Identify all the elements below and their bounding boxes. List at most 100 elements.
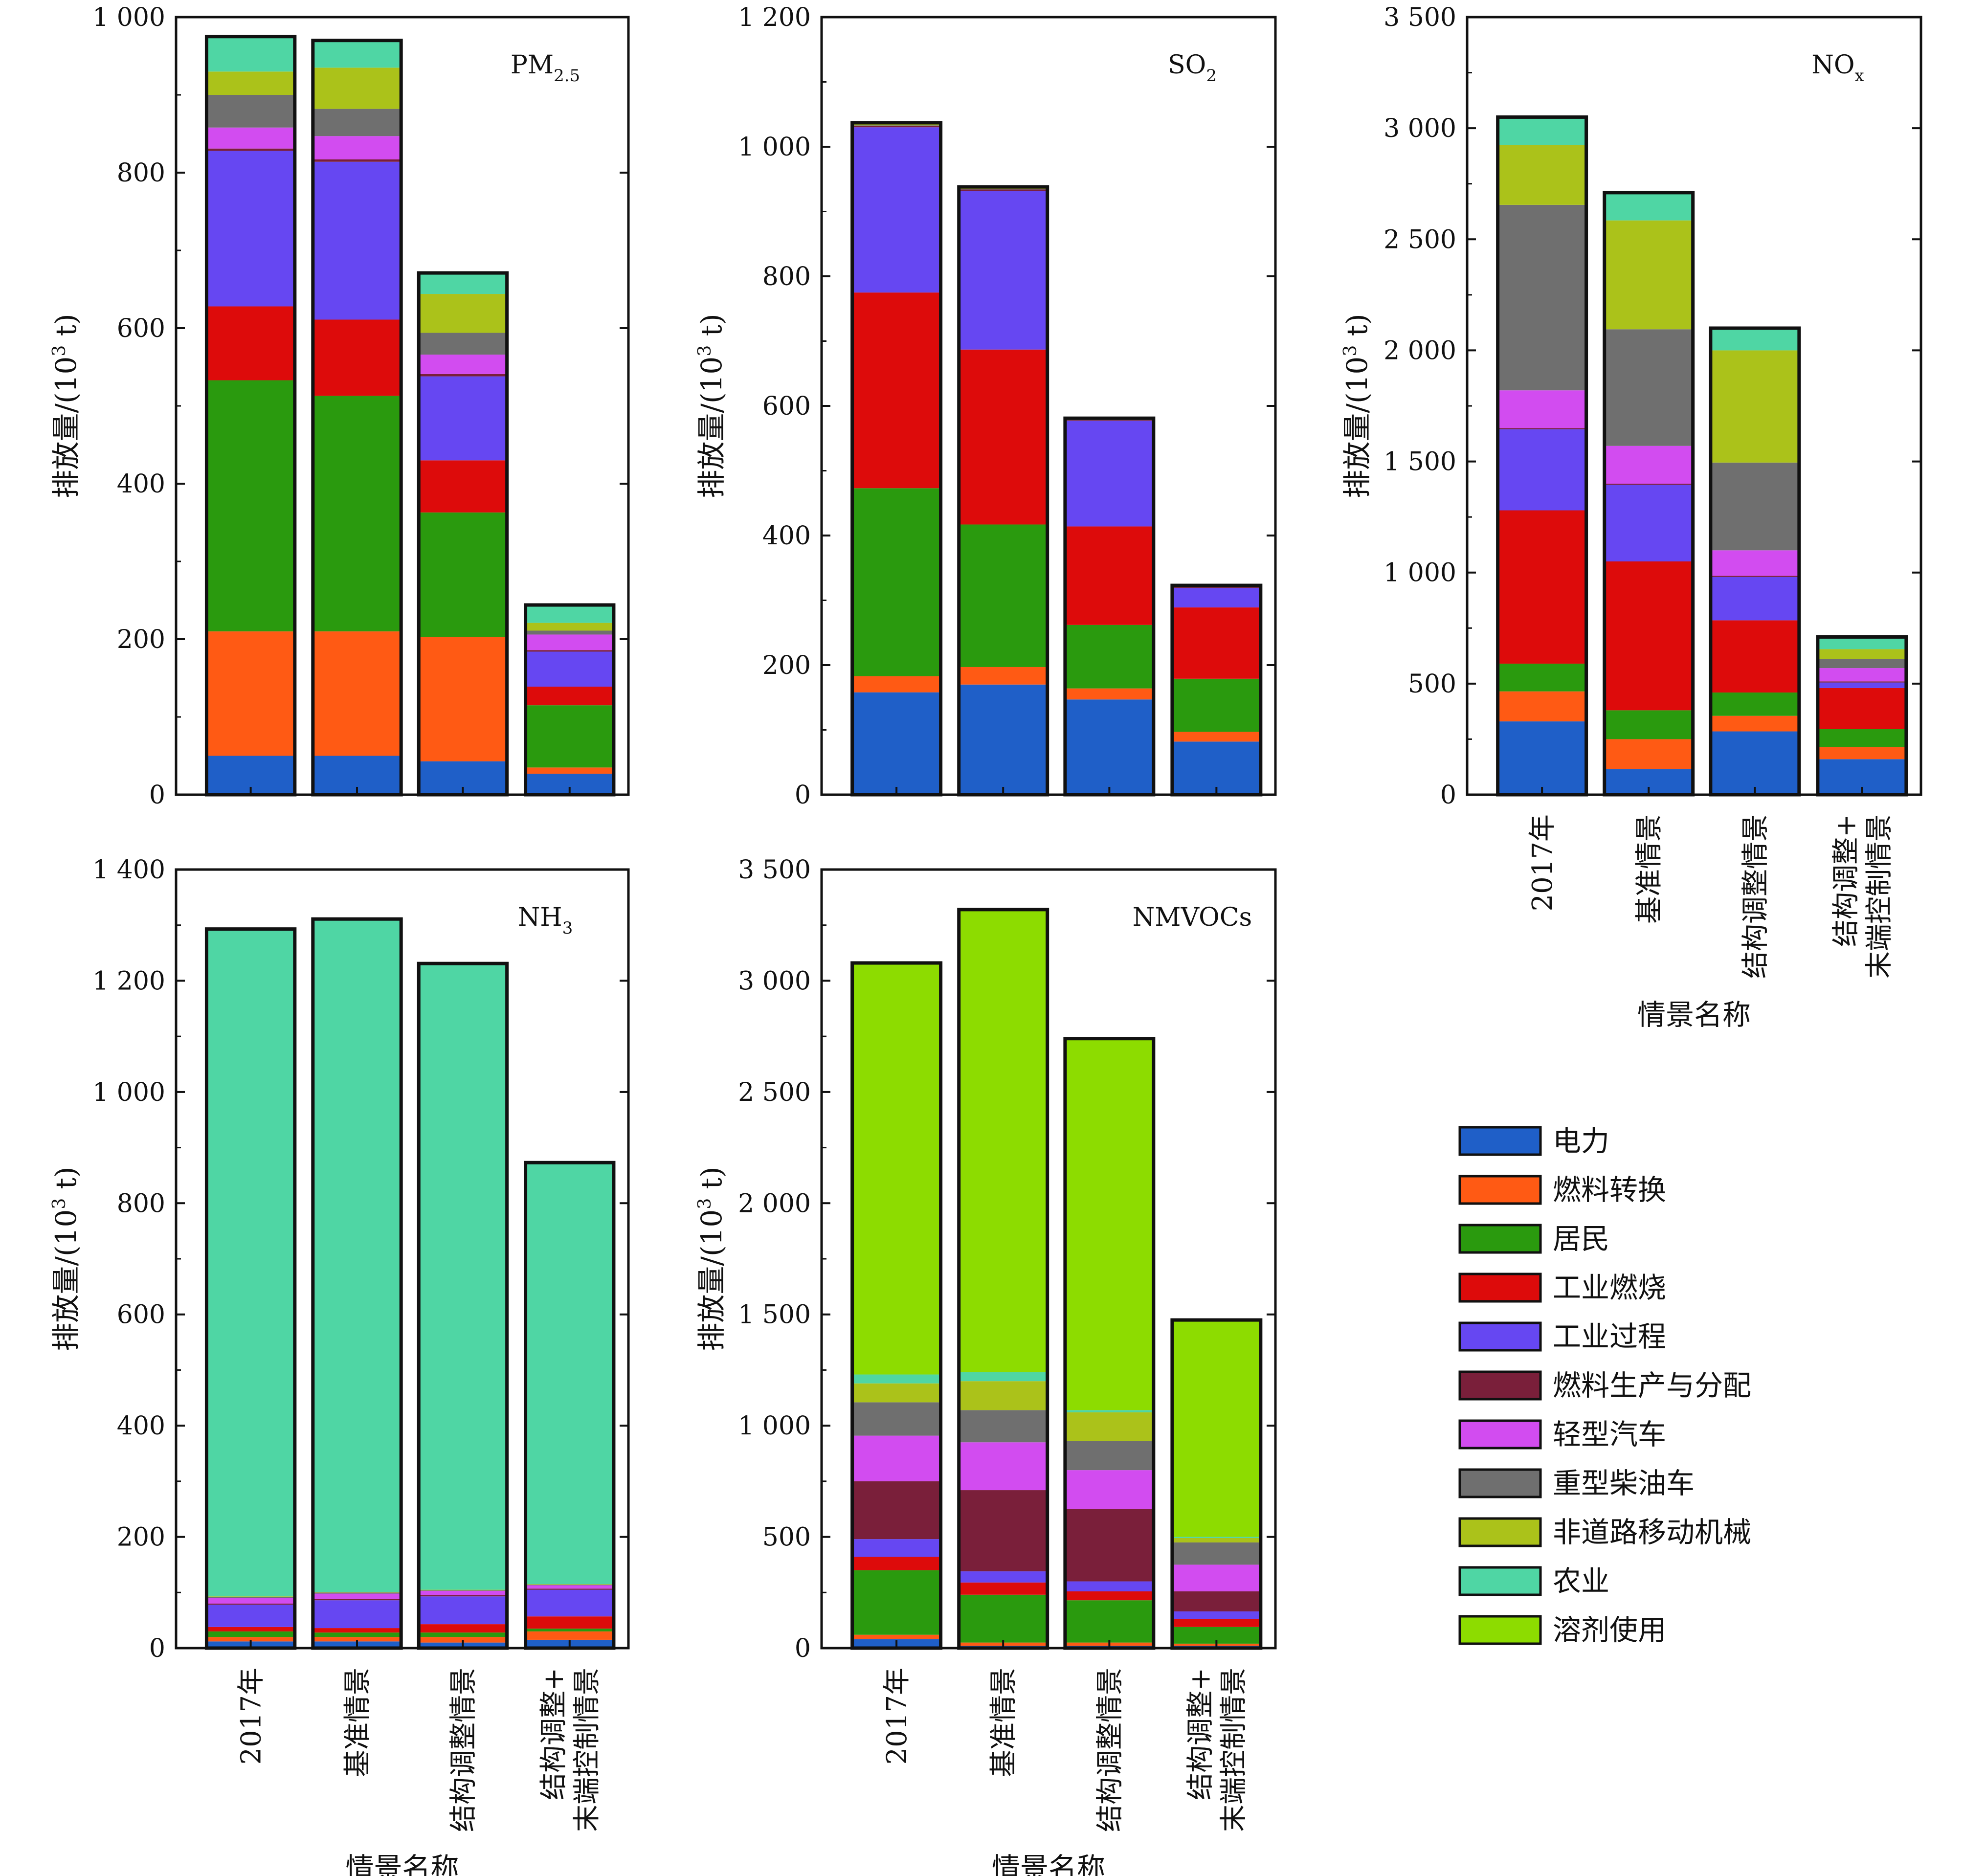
y-tick-label: 1 000 <box>92 3 165 32</box>
bar-segment <box>1065 1410 1154 1412</box>
bar-segment <box>525 767 614 774</box>
y-tick-label: 0 <box>149 1634 165 1663</box>
y-tick-label: 2 000 <box>1384 336 1456 365</box>
x-axis-title: 情景名称 <box>345 1852 459 1876</box>
y-tick-label: 1 200 <box>738 3 811 32</box>
bar-segment <box>1817 659 1906 669</box>
bar-segment <box>852 1481 941 1540</box>
x-tick-label: 结构调整情景 <box>447 1668 479 1832</box>
bar-segment <box>852 125 941 126</box>
chart-panel-nmvocs: 0 500 1 000 1 500 2 000 2 500 3 000 3 500 排放量/(1… <box>695 855 1277 1876</box>
bar-nh3-2 <box>417 961 509 1650</box>
bar-segment <box>959 1490 1048 1572</box>
y-tick-label: 1 500 <box>738 1300 811 1330</box>
bar-segment <box>1710 550 1799 576</box>
legend-item: 工业燃烧 <box>1458 1271 1666 1304</box>
bar-segment <box>419 637 507 761</box>
bar-segment <box>959 684 1048 795</box>
bar-segment <box>1172 607 1261 679</box>
bar-segment <box>959 191 1048 350</box>
y-tick-label: 0 <box>795 781 811 810</box>
bar-segment <box>1710 576 1799 577</box>
legend-swatch <box>1458 1224 1542 1254</box>
bar-segment <box>1172 1538 1261 1542</box>
bar-segment <box>1065 1581 1154 1592</box>
y-tick-label: 500 <box>762 1523 811 1552</box>
bar-segment <box>1065 1412 1154 1441</box>
bar-segment <box>1497 117 1586 145</box>
bar-segment <box>525 650 614 652</box>
bar-nmvocs-0 <box>850 961 943 1650</box>
bar-segment <box>852 488 941 676</box>
chart-panel-so2: 0 200 400 600 800 1 000 1 200 排放量/(103 t) SO2 <box>695 3 1277 810</box>
bar-segment <box>959 349 1048 525</box>
bar-segment <box>1710 462 1799 551</box>
bar-segment <box>206 1597 295 1598</box>
legend-label: 溶剂使用 <box>1553 1613 1666 1647</box>
bar-so2-1 <box>957 185 1049 797</box>
bar-segment <box>1497 663 1586 692</box>
bar-segment <box>525 1162 614 1585</box>
x-tick-label: 结构调整+ <box>1184 1668 1216 1800</box>
bar-segment <box>419 374 507 377</box>
bar-segment <box>1065 421 1154 527</box>
bar-segment <box>852 963 941 1375</box>
bar-segment <box>1604 446 1693 484</box>
bar-pm25-1 <box>311 39 403 797</box>
bar-segment <box>1604 561 1693 711</box>
x-tick-label: 末端控制情景 <box>1218 1668 1250 1832</box>
bar-segment <box>419 1596 507 1625</box>
y-axis-title: 排放量/(103 t) <box>1340 313 1374 498</box>
bar-segment <box>419 1637 507 1643</box>
legend-label: 燃料转换 <box>1553 1173 1666 1206</box>
bar-segment <box>206 1637 295 1642</box>
bar-segment <box>1172 588 1261 608</box>
x-tick-label: 结构调整情景 <box>1094 1668 1126 1832</box>
bar-segment <box>525 1629 614 1631</box>
bar-segment <box>1172 587 1261 588</box>
bar-segment <box>1604 192 1693 221</box>
bar-segment <box>312 1600 402 1629</box>
legend-swatch <box>1458 1517 1542 1547</box>
bar-segment <box>959 1410 1048 1443</box>
bar-segment <box>206 71 295 95</box>
y-tick-label: 1 000 <box>738 133 811 162</box>
bar-segment <box>525 1616 614 1629</box>
bar-segment <box>525 605 614 623</box>
bar-segment <box>312 631 402 756</box>
bar-segment <box>419 1590 507 1591</box>
bar-segment <box>1710 620 1799 693</box>
bar-segment <box>1065 699 1154 795</box>
bar-segment <box>1065 1470 1154 1509</box>
legend-item: 电力 <box>1458 1124 1609 1158</box>
bar-segment <box>1497 145 1586 205</box>
y-tick-label: 2 000 <box>738 1189 811 1218</box>
bar-segment <box>852 676 941 692</box>
legend-swatch <box>1458 1615 1542 1645</box>
bar-segment <box>206 148 295 151</box>
bar-segment <box>312 396 402 632</box>
bar-segment <box>852 1634 941 1639</box>
bar-segment <box>1710 692 1799 716</box>
bar-segment <box>312 1592 402 1594</box>
bar-segment <box>1604 710 1693 739</box>
bar-segment <box>1065 1591 1154 1601</box>
x-axis-title: 情景名称 <box>992 1852 1105 1876</box>
y-tick-label: 0 <box>1440 781 1456 810</box>
bar-segment <box>206 151 295 307</box>
bar-segment <box>525 630 614 635</box>
legend-swatch <box>1458 1370 1542 1401</box>
legend-swatch <box>1458 1175 1542 1205</box>
x-tick-label: 末端控制情景 <box>1863 814 1895 979</box>
bar-segment <box>1065 1509 1154 1582</box>
y-tick-label: 800 <box>117 1189 165 1218</box>
bar-so2-3 <box>1170 583 1263 797</box>
bar-segment <box>312 1599 402 1601</box>
bar-segment <box>852 1557 941 1570</box>
y-tick-label: 1 400 <box>92 855 165 885</box>
bar-segment <box>419 512 507 637</box>
bar-segment <box>959 1571 1048 1583</box>
legend-item: 工业过程 <box>1458 1320 1666 1353</box>
bar-segment <box>206 306 295 380</box>
y-tick-label: 600 <box>117 314 165 343</box>
